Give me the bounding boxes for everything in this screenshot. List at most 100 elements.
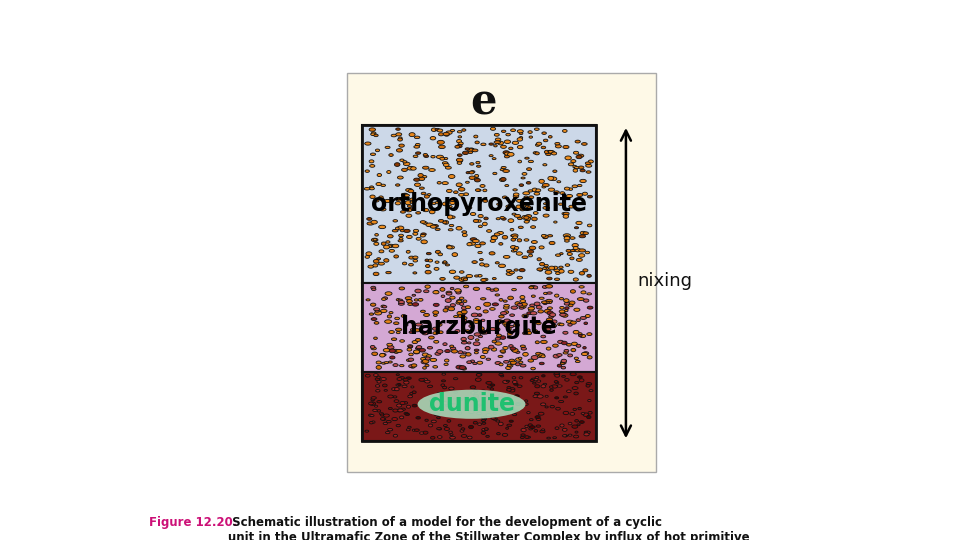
Ellipse shape — [484, 264, 489, 267]
Ellipse shape — [578, 154, 584, 157]
Ellipse shape — [554, 191, 560, 193]
Ellipse shape — [415, 299, 419, 301]
Ellipse shape — [433, 332, 438, 335]
Ellipse shape — [433, 327, 438, 330]
Ellipse shape — [529, 246, 536, 249]
Ellipse shape — [397, 226, 404, 230]
Ellipse shape — [545, 153, 551, 156]
Ellipse shape — [398, 240, 403, 242]
Ellipse shape — [458, 315, 464, 318]
Ellipse shape — [374, 311, 382, 315]
Ellipse shape — [376, 183, 381, 186]
Ellipse shape — [515, 410, 518, 412]
Ellipse shape — [455, 145, 460, 148]
Ellipse shape — [394, 434, 397, 437]
Bar — [362, 283, 596, 372]
Text: harzburgite: harzburgite — [401, 315, 557, 339]
Ellipse shape — [541, 146, 545, 148]
Ellipse shape — [408, 358, 414, 361]
Ellipse shape — [542, 267, 546, 269]
Ellipse shape — [576, 208, 582, 211]
Ellipse shape — [564, 237, 570, 240]
Ellipse shape — [425, 321, 429, 324]
Text: orthopyroxenite: orthopyroxenite — [371, 192, 587, 216]
Ellipse shape — [575, 140, 581, 143]
Ellipse shape — [402, 385, 407, 388]
Ellipse shape — [539, 246, 544, 249]
Ellipse shape — [502, 235, 508, 239]
Ellipse shape — [510, 407, 515, 410]
Ellipse shape — [495, 338, 500, 340]
Ellipse shape — [521, 302, 527, 306]
Ellipse shape — [377, 401, 382, 403]
Ellipse shape — [399, 238, 403, 240]
Text: Schematic illustration of a model for the development of a cyclic
unit in the Ul: Schematic illustration of a model for th… — [228, 516, 749, 540]
Ellipse shape — [517, 276, 522, 279]
Ellipse shape — [470, 212, 476, 215]
Ellipse shape — [409, 264, 414, 266]
Ellipse shape — [408, 345, 413, 348]
Ellipse shape — [559, 310, 565, 313]
Ellipse shape — [392, 388, 396, 390]
Ellipse shape — [396, 148, 402, 152]
Ellipse shape — [573, 165, 577, 168]
Ellipse shape — [456, 183, 463, 187]
Ellipse shape — [500, 312, 507, 315]
Ellipse shape — [374, 321, 379, 324]
Ellipse shape — [378, 225, 386, 228]
Ellipse shape — [576, 221, 582, 225]
Ellipse shape — [485, 428, 488, 430]
Ellipse shape — [492, 396, 497, 398]
Ellipse shape — [493, 288, 498, 291]
Ellipse shape — [572, 249, 577, 251]
Ellipse shape — [503, 255, 510, 258]
Ellipse shape — [528, 196, 534, 199]
Ellipse shape — [457, 300, 462, 303]
Ellipse shape — [586, 431, 590, 434]
Ellipse shape — [523, 192, 530, 195]
Ellipse shape — [421, 192, 426, 195]
Ellipse shape — [560, 192, 564, 194]
Ellipse shape — [537, 418, 540, 421]
Ellipse shape — [477, 361, 483, 365]
Ellipse shape — [437, 140, 444, 144]
Ellipse shape — [411, 167, 417, 170]
Ellipse shape — [564, 307, 569, 309]
Ellipse shape — [517, 303, 522, 306]
Ellipse shape — [474, 179, 480, 182]
Ellipse shape — [398, 234, 403, 237]
Ellipse shape — [386, 431, 390, 434]
Ellipse shape — [434, 413, 440, 416]
Ellipse shape — [372, 347, 376, 350]
Ellipse shape — [460, 271, 464, 273]
Ellipse shape — [495, 342, 502, 345]
Ellipse shape — [491, 384, 494, 386]
Ellipse shape — [528, 359, 534, 362]
Ellipse shape — [580, 179, 587, 183]
Ellipse shape — [370, 195, 375, 199]
Ellipse shape — [541, 234, 546, 237]
Ellipse shape — [463, 340, 467, 343]
Ellipse shape — [557, 385, 563, 387]
Ellipse shape — [442, 380, 445, 382]
Ellipse shape — [564, 309, 568, 312]
Ellipse shape — [499, 315, 504, 318]
Ellipse shape — [498, 264, 506, 268]
Ellipse shape — [444, 428, 449, 430]
Ellipse shape — [560, 424, 564, 427]
Bar — [347, 73, 656, 472]
Ellipse shape — [525, 436, 529, 438]
Ellipse shape — [540, 262, 544, 266]
Ellipse shape — [519, 307, 524, 309]
Ellipse shape — [372, 288, 376, 291]
Ellipse shape — [429, 400, 433, 402]
Ellipse shape — [542, 236, 547, 239]
Ellipse shape — [433, 396, 437, 399]
Ellipse shape — [522, 215, 527, 219]
Ellipse shape — [568, 434, 572, 436]
Ellipse shape — [456, 158, 463, 162]
Ellipse shape — [397, 138, 402, 141]
Ellipse shape — [483, 310, 489, 313]
Ellipse shape — [534, 192, 540, 195]
Ellipse shape — [433, 366, 438, 368]
